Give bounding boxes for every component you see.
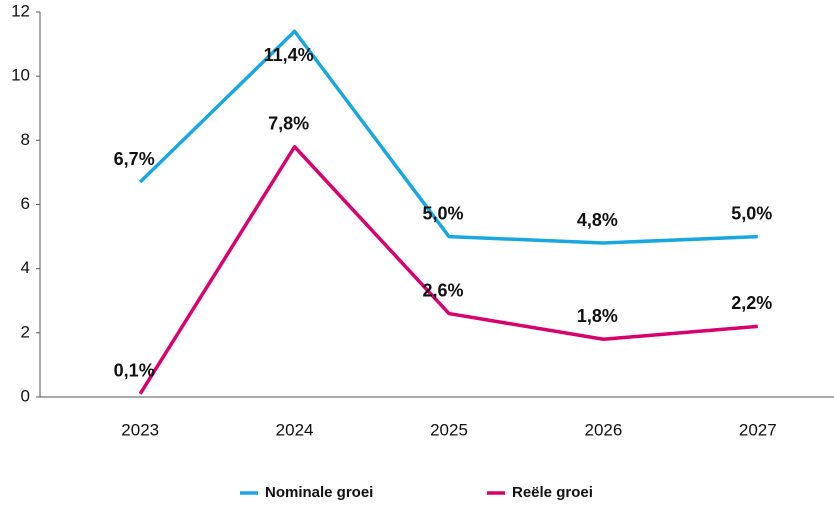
data-label: 5,0% bbox=[422, 203, 463, 223]
data-label: 4,8% bbox=[577, 210, 618, 230]
data-label: 7,8% bbox=[268, 114, 309, 134]
data-label: 2,6% bbox=[422, 280, 463, 300]
x-tick-label: 2026 bbox=[584, 420, 622, 439]
data-label: 1,8% bbox=[577, 306, 618, 326]
legend-label: Nominale groei bbox=[265, 484, 373, 501]
data-label: 2,2% bbox=[731, 293, 772, 313]
y-tick-label: 2 bbox=[21, 322, 30, 341]
y-tick-label: 10 bbox=[11, 66, 30, 85]
x-tick-label: 2027 bbox=[739, 420, 777, 439]
y-tick-label: 8 bbox=[21, 130, 30, 149]
data-label: 0,1% bbox=[114, 361, 155, 381]
y-tick-label: 4 bbox=[21, 258, 30, 277]
x-tick-label: 2024 bbox=[276, 420, 314, 439]
y-tick-label: 12 bbox=[11, 1, 30, 20]
y-tick-label: 0 bbox=[21, 386, 30, 405]
y-tick-label: 6 bbox=[21, 194, 30, 213]
x-tick-label: 2023 bbox=[121, 420, 159, 439]
x-tick-label: 2025 bbox=[430, 420, 468, 439]
series-line bbox=[138, 145, 758, 395]
data-label: 6,7% bbox=[114, 149, 155, 169]
data-label: 5,0% bbox=[731, 203, 772, 223]
series-line bbox=[138, 29, 758, 245]
data-label: 11,4% bbox=[264, 45, 314, 65]
legend-label: Reële groei bbox=[512, 484, 593, 501]
